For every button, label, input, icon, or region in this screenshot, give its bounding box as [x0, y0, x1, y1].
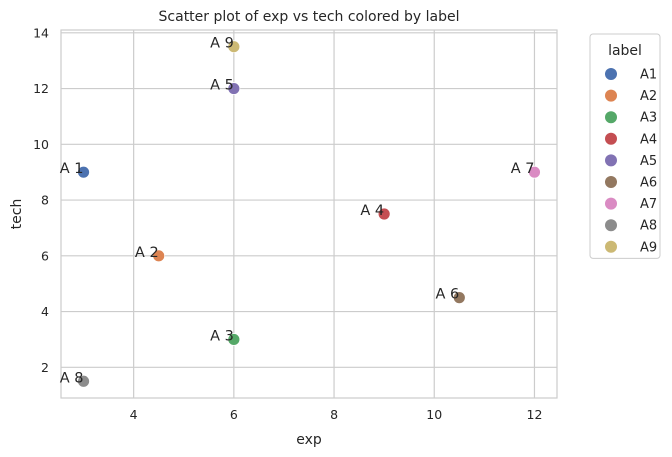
point-label-a3: A 3 [210, 328, 234, 344]
data-point-a5 [227, 82, 241, 95]
legend-label-a7: A7 [640, 197, 657, 212]
y-tick-label: 8 [41, 193, 49, 208]
data-point-a8 [77, 374, 90, 388]
legend-title: label [608, 43, 642, 59]
legend-label-a8: A8 [640, 219, 657, 234]
legend-label-a4: A4 [640, 132, 657, 147]
y-tick-label: 2 [41, 360, 49, 375]
point-label-a1: A 1 [60, 161, 84, 177]
legend-label-a1: A1 [640, 68, 657, 83]
legend-marker-a5 [605, 154, 617, 167]
x-tick-label: 4 [130, 407, 138, 422]
data-point-a3 [227, 333, 241, 346]
data-point-a6 [452, 291, 466, 305]
legend-label-a6: A6 [640, 176, 657, 191]
legend-marker-a3 [605, 111, 617, 124]
y-tick-label: 4 [41, 304, 49, 319]
data-point-a1 [77, 165, 90, 179]
data-point-a4 [377, 207, 391, 221]
point-label-a5: A 5 [210, 78, 234, 94]
data-point-a7 [528, 165, 541, 179]
point-annotations: A 1 A 2 A 3 A 4 A 5 A 6 A 7 A 8 A 9 [60, 36, 535, 387]
legend-marker-a2 [605, 89, 617, 102]
legend-marker-a7 [605, 197, 617, 210]
legend-items: A1 A2 A3 A4 A5 A6 A7 A8 A9 [605, 68, 657, 255]
y-tick-label: 10 [33, 137, 49, 152]
legend-label-a3: A3 [640, 111, 657, 126]
point-label-a2: A 2 [135, 245, 159, 261]
legend-label-a2: A2 [640, 89, 657, 104]
plot-frame [60, 29, 558, 399]
point-label-a7: A 7 [511, 161, 535, 177]
legend-marker-a6 [605, 176, 617, 188]
legend-label-a9: A9 [640, 240, 657, 255]
x-tick-label: 6 [230, 407, 238, 422]
y-tick-label: 12 [33, 81, 49, 96]
y-tick-label: 14 [33, 25, 49, 40]
legend-marker-a4 [605, 132, 617, 145]
legend: label A1 A2 A3 A4 A5 A6 A7 A8 A9 [589, 33, 661, 259]
point-label-a6: A 6 [436, 287, 460, 303]
point-label-a9: A 9 [210, 36, 234, 52]
point-label-a8: A 8 [60, 370, 84, 386]
legend-label-a5: A5 [640, 154, 657, 169]
legend-marker-a8 [605, 219, 617, 232]
y-tick-label: 6 [41, 248, 49, 263]
x-axis-ticks: 4 6 8 10 12 [130, 407, 543, 422]
y-axis-label: tech [9, 199, 25, 230]
x-tick-label: 8 [330, 407, 338, 422]
point-label-a4: A 4 [360, 203, 384, 219]
data-point-a9 [227, 40, 241, 54]
x-tick-label: 12 [527, 407, 543, 422]
chart-title: Scatter plot of exp vs tech colored by l… [159, 9, 460, 25]
x-axis-label: exp [296, 432, 322, 448]
legend-marker-a9 [605, 240, 617, 253]
data-points [77, 40, 541, 388]
data-point-a2 [152, 249, 166, 263]
legend-marker-a1 [605, 68, 617, 80]
y-axis-ticks: 2 4 6 8 10 12 14 [33, 25, 49, 375]
x-tick-label: 10 [426, 407, 442, 422]
grid-lines [61, 30, 557, 398]
